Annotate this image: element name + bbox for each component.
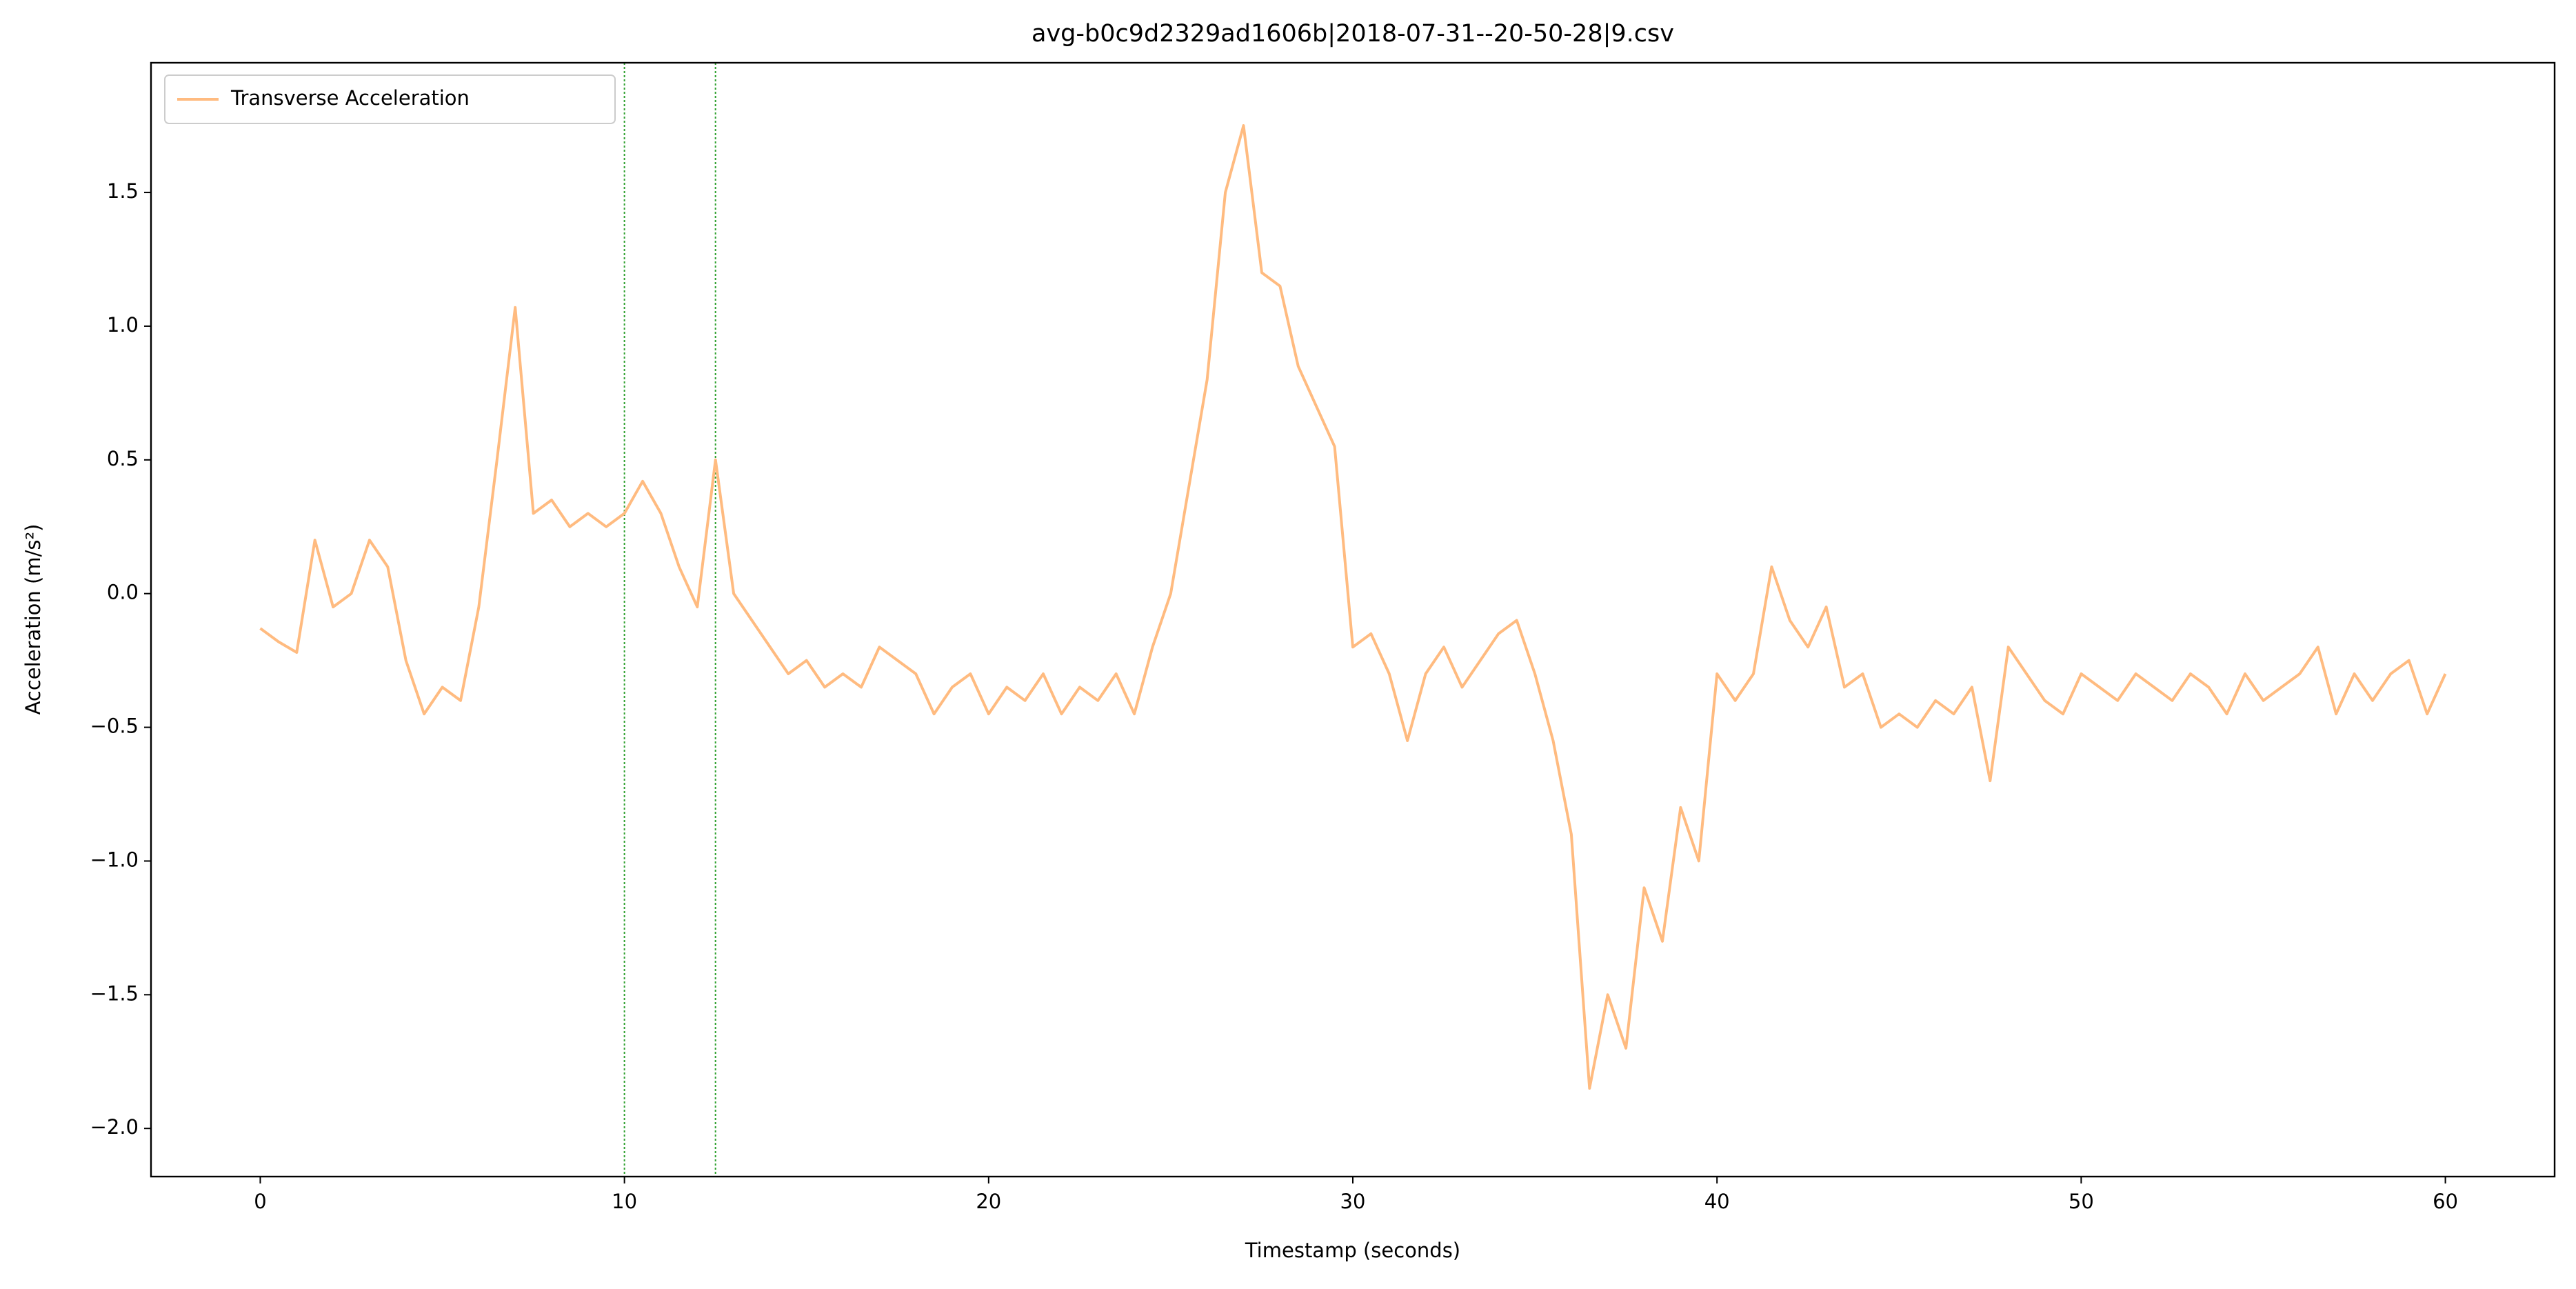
- y-tick-label: −1.5: [90, 981, 139, 1005]
- x-tick-label: 10: [612, 1190, 637, 1213]
- x-tick-label: 0: [254, 1190, 266, 1213]
- x-tick-label: 40: [1704, 1190, 1730, 1213]
- y-tick-label: −2.0: [90, 1115, 139, 1139]
- x-tick-label: 30: [1340, 1190, 1366, 1213]
- legend-label: Transverse Acceleration: [230, 86, 470, 110]
- legend-box: [164, 74, 616, 124]
- data-line: [259, 124, 2447, 1090]
- y-tick-label: 0.5: [107, 447, 139, 470]
- x-tick-label: 20: [976, 1190, 1001, 1213]
- y-tick-label: 1.0: [107, 313, 139, 337]
- x-tick-label: 60: [2433, 1190, 2458, 1213]
- x-axis-label: Timestamp (seconds): [1245, 1239, 1460, 1262]
- chart-title: avg-b0c9d2329ad1606b|2018-07-31--20-50-2…: [1032, 20, 1674, 48]
- y-tick-label: −1.0: [90, 848, 139, 871]
- plot-frame: [150, 61, 2556, 1178]
- y-tick-label: 1.5: [107, 179, 139, 203]
- y-axis-label: Acceleration (m/s²): [21, 524, 45, 715]
- y-tick-label: −0.5: [90, 715, 139, 738]
- x-tick-label: 50: [2069, 1190, 2094, 1213]
- y-tick-label: 0.0: [107, 581, 139, 604]
